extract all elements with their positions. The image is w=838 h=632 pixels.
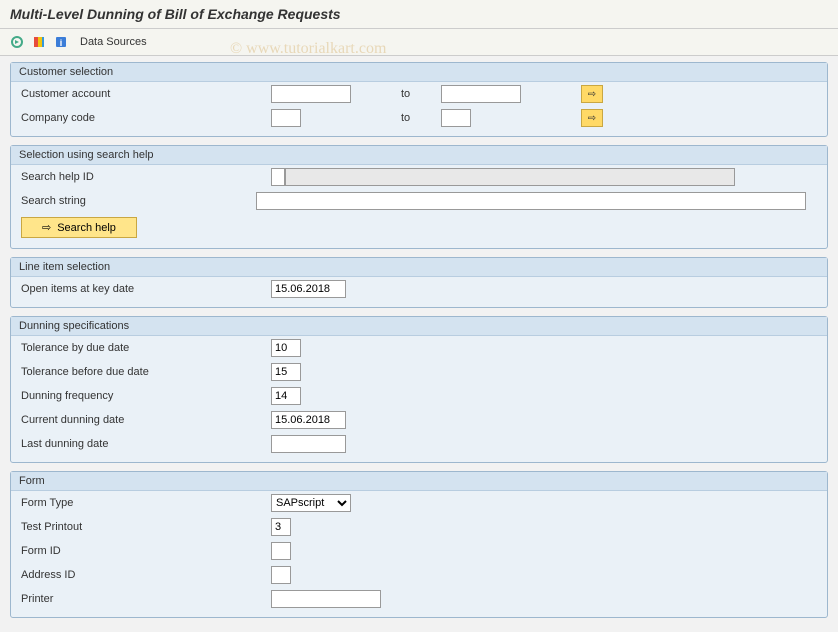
field-row: Customer account to ⇨ [11,82,827,106]
search-help-id-input[interactable] [271,168,285,186]
field-row: Current dunning date [11,408,827,432]
company-code-to-input[interactable] [441,109,471,127]
execute-icon[interactable] [8,33,26,51]
field-row: Search string [11,189,827,213]
tolerance-due-input[interactable] [271,339,301,357]
field-row: Company code to ⇨ [11,106,827,130]
page-header: Multi-Level Dunning of Bill of Exchange … [0,0,838,29]
current-date-input[interactable] [271,411,346,429]
last-date-label: Last dunning date [21,438,271,450]
current-date-label: Current dunning date [21,414,271,426]
tolerance-before-label: Tolerance before due date [21,366,271,378]
arrow-icon: ⇨ [42,221,51,234]
company-code-from-input[interactable] [271,109,301,127]
search-help-id-desc [285,168,735,186]
search-help-id-label: Search help ID [21,171,271,183]
field-row: Open items at key date [11,277,827,301]
data-sources-button[interactable]: Data Sources [80,36,147,48]
field-row: Printer [11,587,827,611]
test-printout-label: Test Printout [21,521,271,533]
field-row: Form ID [11,539,827,563]
multiple-selection-icon[interactable]: ⇨ [581,85,603,103]
test-printout-input[interactable] [271,518,291,536]
page-title: Multi-Level Dunning of Bill of Exchange … [10,6,828,22]
toolbar: i Data Sources [0,29,838,56]
form-type-label: Form Type [21,497,271,509]
field-row: Form Type SAPscript [11,491,827,515]
last-date-input[interactable] [271,435,346,453]
to-label: to [401,112,421,124]
customer-account-label: Customer account [21,88,271,100]
address-id-input[interactable] [271,566,291,584]
field-row: Address ID [11,563,827,587]
group-title: Line item selection [11,258,827,277]
address-id-label: Address ID [21,569,271,581]
field-row: Search help ID [11,165,827,189]
field-row: Tolerance before due date [11,360,827,384]
form-id-label: Form ID [21,545,271,557]
open-items-label: Open items at key date [21,283,271,295]
group-title: Form [11,472,827,491]
field-row: Test Printout [11,515,827,539]
field-row: Last dunning date [11,432,827,456]
customer-account-from-input[interactable] [271,85,351,103]
form-id-input[interactable] [271,542,291,560]
form-type-select[interactable]: SAPscript [271,494,351,512]
field-row: Tolerance by due date [11,336,827,360]
customer-selection-group: Customer selection Customer account to ⇨… [10,62,828,137]
customer-account-to-input[interactable] [441,85,521,103]
multiple-selection-icon[interactable]: ⇨ [581,109,603,127]
search-string-label: Search string [21,195,256,207]
tolerance-before-input[interactable] [271,363,301,381]
printer-label: Printer [21,593,271,605]
info-icon[interactable]: i [52,33,70,51]
search-help-group: Selection using search help Search help … [10,145,828,249]
search-string-input[interactable] [256,192,806,210]
frequency-input[interactable] [271,387,301,405]
tolerance-due-label: Tolerance by due date [21,342,271,354]
printer-input[interactable] [271,590,381,608]
search-help-button[interactable]: ⇨ Search help [21,217,137,238]
group-title: Selection using search help [11,146,827,165]
field-row: Dunning frequency [11,384,827,408]
variant-icon[interactable] [30,33,48,51]
form-group: Form Form Type SAPscript Test Printout F… [10,471,828,618]
company-code-label: Company code [21,112,271,124]
svg-text:i: i [60,38,63,48]
frequency-label: Dunning frequency [21,390,271,402]
search-help-button-label: Search help [57,222,116,234]
to-label: to [401,88,421,100]
open-items-input[interactable] [271,280,346,298]
content-area: Customer selection Customer account to ⇨… [0,56,838,632]
group-title: Customer selection [11,63,827,82]
group-title: Dunning specifications [11,317,827,336]
dunning-group: Dunning specifications Tolerance by due … [10,316,828,463]
line-item-group: Line item selection Open items at key da… [10,257,828,308]
